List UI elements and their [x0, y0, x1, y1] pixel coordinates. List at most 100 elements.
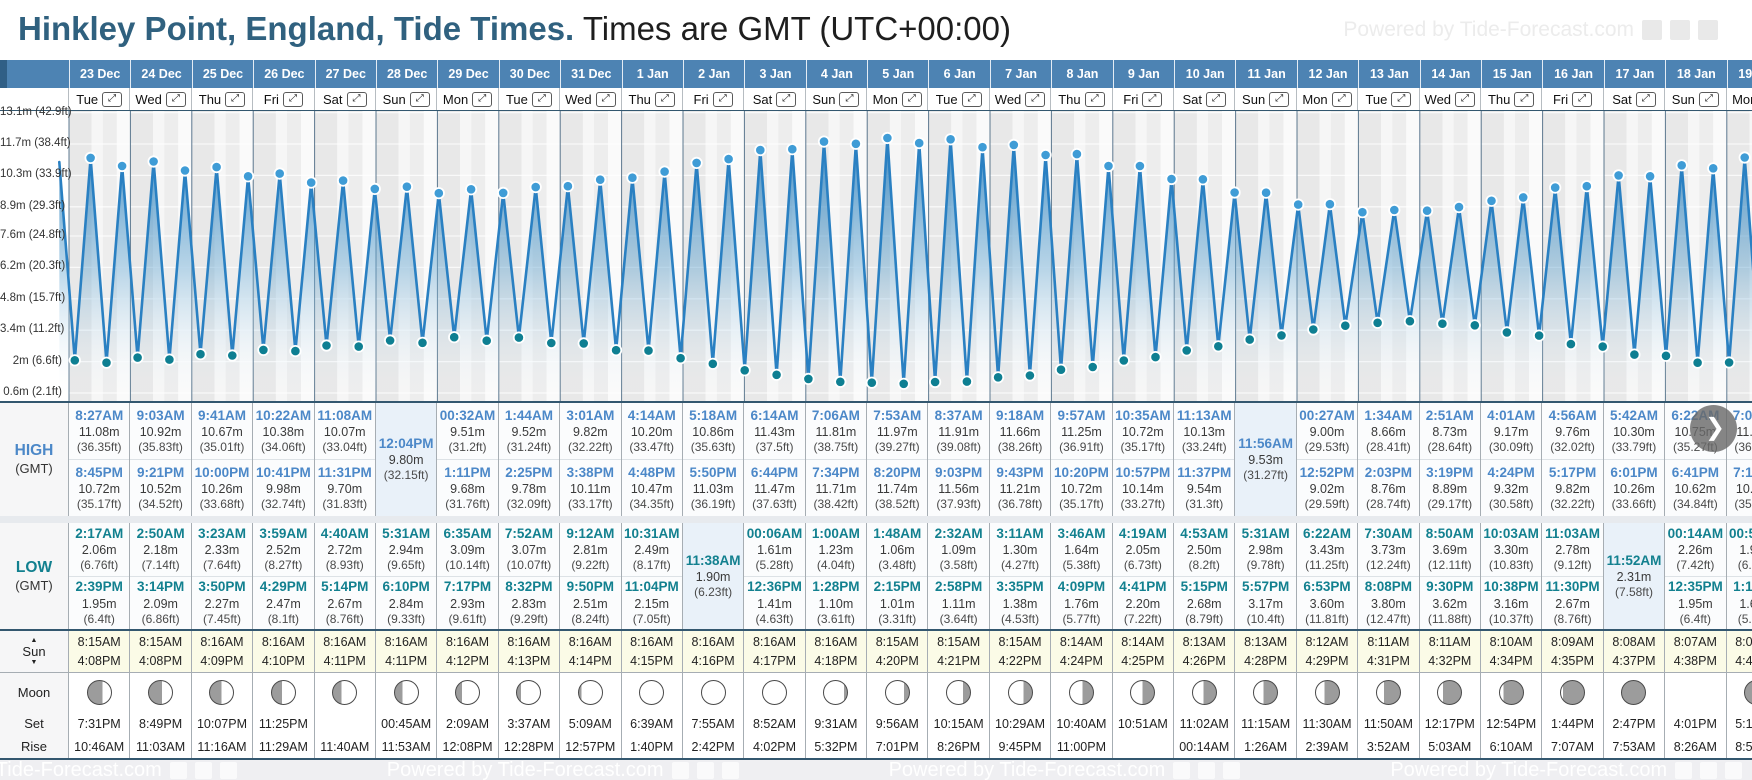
low-tide-cell-2: 3:23AM 2.33m (7.64ft) 3:50PM 2.27m (7.45ft) [191, 523, 254, 629]
tide-time: 7:30AM [1364, 525, 1413, 541]
moonset-cell-2: 10:07PM [191, 712, 254, 736]
tide-entry: 10:20PM 10.72m (35.17ft) [1051, 459, 1112, 516]
expand-day-button[interactable]: ⤢ [1391, 91, 1412, 107]
tide-height-ft: (3.61ft) [816, 611, 855, 626]
weekday-label: Mon [872, 91, 898, 107]
moon-cell-16 [1051, 673, 1113, 712]
expand-day-button[interactable]: ⤢ [595, 91, 616, 107]
high-tide-cell-6: 00:32AM 9.51m (31.2ft) 1:11PM 9.68m (31.76ft) [437, 403, 499, 516]
expand-day-button[interactable]: ⤢ [225, 91, 246, 107]
expand-day-button[interactable]: ⤢ [282, 91, 303, 107]
tide-height-ft: (12.47ft) [1366, 611, 1411, 626]
next-days-button[interactable]: ❯ [1690, 405, 1737, 452]
expand-day-button[interactable]: ⤢ [1455, 91, 1476, 107]
expand-day-button[interactable]: ⤢ [102, 91, 123, 107]
sunset-time: 4:28PM [1244, 653, 1288, 668]
tide-height-m: 2.98m [1248, 543, 1283, 558]
tide-height-ft: (38.26ft) [997, 439, 1043, 454]
tide-height-ft: (36.78ft) [997, 496, 1043, 511]
expand-day-button[interactable]: ⤢ [901, 91, 922, 107]
tide-height-ft: (8.1ft) [267, 611, 300, 626]
expand-day-button[interactable]: ⤢ [1084, 91, 1105, 107]
weekday-cell-18: Sat ⤢ [1174, 88, 1236, 110]
expand-day-button[interactable]: ⤢ [346, 91, 367, 107]
sunrise-time: 8:16AM [630, 634, 674, 649]
tide-height-ft: (10.07ft) [506, 558, 552, 573]
tide-entry: 11:31PM 9.70m (31.83ft) [314, 459, 375, 516]
tide-height-m: 2.27m [204, 596, 240, 611]
tide-time: 9:43PM [996, 464, 1044, 480]
expand-day-button[interactable]: ⤢ [1698, 91, 1719, 107]
sunrise-time: 8:16AM [568, 634, 612, 649]
expand-day-button[interactable]: ⤢ [1142, 91, 1163, 107]
expand-day-button[interactable]: ⤢ [165, 91, 186, 107]
tide-time: 10:41PM [255, 464, 311, 480]
tide-height-ft: (35.17ft) [76, 496, 122, 511]
moonset-cell-24: 1:44PM [1542, 712, 1604, 736]
expand-day-button[interactable]: ⤢ [1514, 91, 1535, 107]
tide-height-ft: (32.74ft) [261, 496, 306, 511]
tide-time: 7:53AM [873, 407, 922, 423]
tide-entry: 9:21PM 10.52m (34.52ft) [130, 459, 191, 516]
tide-height-ft: (33.66ft) [1611, 496, 1657, 511]
tide-entry: 6:01PM 10.26m (33.66ft) [1603, 459, 1665, 516]
date-cell-10: 2 Jan [682, 60, 744, 88]
sunrise-time: 8:13AM [1244, 634, 1288, 649]
sunrise-time: 8:10AM [1489, 634, 1533, 649]
weekday-label: Mon [1302, 91, 1328, 107]
moon-phase-icon [1130, 680, 1156, 705]
tide-height-m: 10.67m [201, 424, 243, 439]
expand-day-button[interactable]: ⤢ [409, 91, 430, 107]
tide-time: 8:20PM [873, 464, 921, 480]
tide-height-m: 8.76m [1371, 481, 1406, 496]
expand-day-button[interactable]: ⤢ [1205, 91, 1226, 107]
sunrise-time: 8:16AM [445, 634, 490, 649]
tide-time: 10:57PM [1115, 464, 1171, 480]
tide-time: 6:10PM [382, 579, 430, 595]
low-tide-cell-11: 00:06AM 1.61m (5.28ft) 12:36PM 1.41m (4.63ft) [744, 523, 806, 629]
expand-day-button[interactable]: ⤢ [712, 91, 733, 107]
mountain-logo-icon [721, 761, 739, 779]
moon-cell-26 [1665, 673, 1727, 712]
sunrise-time: 8:13AM [1182, 634, 1226, 649]
moonrise-cell-9: 1:40PM [621, 736, 683, 758]
tide-height-m: 10.13m [1183, 424, 1226, 439]
tide-time: 6:35AM [443, 525, 492, 541]
expand-day-button[interactable]: ⤢ [1331, 91, 1352, 107]
date-cell-11: 3 Jan [744, 60, 805, 88]
expand-day-button[interactable]: ⤢ [961, 91, 982, 107]
tide-entry: 4:14AM 10.20m (33.47ft) [622, 403, 682, 459]
sunset-time: 4:12PM [445, 653, 490, 668]
expand-day-button[interactable]: ⤢ [531, 91, 552, 107]
tide-height-m: 11.74m [876, 481, 918, 496]
moon-cell-14 [928, 673, 990, 712]
expand-day-button[interactable]: ⤢ [1269, 91, 1290, 107]
watermark-top: Powered by Tide-Forecast.com [1343, 18, 1718, 42]
low-tide-cell-1: 2:50AM 2.18m (7.14ft) 3:14PM 2.09m (6.86ft) [130, 523, 192, 629]
weekday-label: Tue [935, 91, 958, 107]
date-cell-12: 4 Jan [805, 60, 867, 88]
expand-day-button[interactable]: ⤢ [1572, 91, 1593, 107]
sun-row-label[interactable]: ▲ Sun ▼ [0, 631, 69, 672]
expand-day-button[interactable]: ⤢ [472, 91, 493, 107]
moonset-cell-11: 8:52AM [744, 712, 806, 736]
sun-times-row: ▲ Sun ▼ 8:15AM 4:08PM 8:15AM 4:08PM 8:16AM 4:… [0, 629, 1752, 673]
expand-day-button[interactable]: ⤢ [1635, 91, 1656, 107]
low-tide-cell-19: 5:31AM 2.98m (9.78ft) 5:57PM 3.17m (10.4ft) [1235, 523, 1297, 629]
expand-day-button[interactable]: ⤢ [776, 91, 797, 107]
moon-cell-19 [1235, 673, 1297, 712]
sun-cell-2: 8:16AM 4:09PM [191, 631, 254, 672]
expand-day-button[interactable]: ⤢ [839, 91, 860, 107]
weekday-cell-12: Sun ⤢ [806, 88, 868, 110]
low-tide-cell-15: 3:11AM 1.30m (4.27ft) 3:35PM 1.38m (4.53ft) [989, 523, 1052, 629]
moonrise-cell-22: 5:03AM [1419, 736, 1481, 758]
tide-height-m: 9.82m [572, 424, 608, 439]
tide-time: 00:06AM [746, 525, 803, 541]
expand-day-button[interactable]: ⤢ [1025, 91, 1046, 107]
low-tide-cell-16: 3:46AM 1.64m (5.38ft) 4:09PM 1.76m (5.77ft) [1051, 523, 1113, 629]
expand-day-button[interactable]: ⤢ [654, 91, 675, 107]
sunset-time: 4:26PM [1182, 653, 1226, 668]
sun-cell-0: 8:15AM 4:08PM [69, 631, 131, 672]
sunset-time: 4:14PM [568, 653, 612, 668]
sun-cell-14: 8:15AM 4:21PM [928, 631, 990, 672]
